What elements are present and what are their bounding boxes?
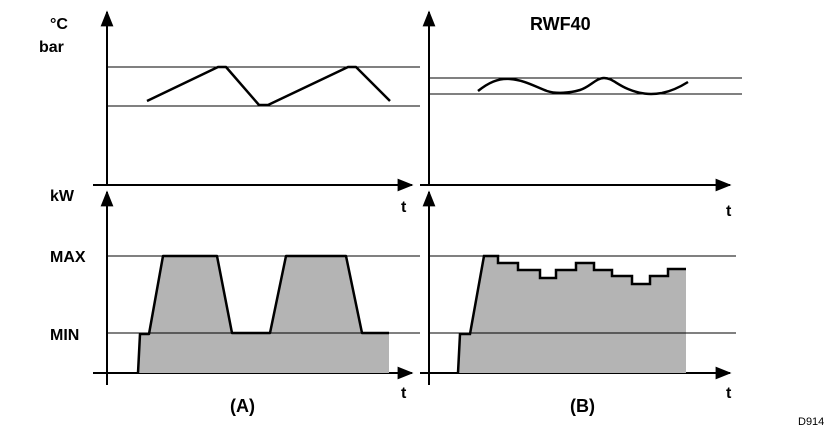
panel-b-load-area: [458, 256, 686, 373]
panel-b-caption: (B): [570, 396, 595, 416]
figure-code: D914: [798, 416, 824, 428]
panel-a-top-time-label: t: [401, 199, 407, 216]
power-unit-label: kW: [50, 188, 75, 205]
min-level-label: MIN: [50, 327, 79, 344]
panel-a: [93, 10, 420, 385]
panel-b-top-time-label: t: [726, 203, 732, 220]
max-level-label: MAX: [50, 249, 86, 266]
panel-a-bottom-time-label: t: [401, 385, 407, 402]
temp-unit-label: °C: [50, 16, 68, 33]
panel-a-process-curve: [146, 65, 391, 107]
panel-b-bottom-time-label: t: [726, 385, 732, 402]
panel-a-load-area: [138, 256, 389, 373]
panel-b: [420, 10, 742, 385]
pressure-unit-label: bar: [39, 39, 64, 56]
panel-b-process-curve: [477, 76, 689, 96]
panel-a-caption: (A): [230, 396, 255, 416]
panel-b-title: RWF40: [530, 14, 591, 34]
